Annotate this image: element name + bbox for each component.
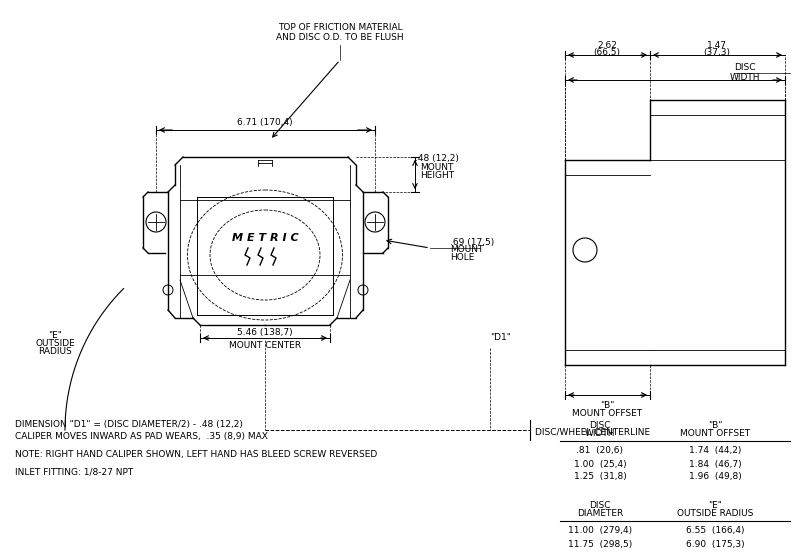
Text: MOUNT OFFSET: MOUNT OFFSET xyxy=(572,410,642,418)
Text: 11.75  (298,5): 11.75 (298,5) xyxy=(568,539,632,549)
Text: .81  (20,6): .81 (20,6) xyxy=(577,447,623,455)
Text: MOUNT CENTER: MOUNT CENTER xyxy=(229,342,301,351)
Text: 1.25  (31,8): 1.25 (31,8) xyxy=(574,473,626,481)
Text: OUTSIDE: OUTSIDE xyxy=(35,338,75,348)
Text: CALIPER MOVES INWARD AS PAD WEARS,  .35 (8,9) MAX: CALIPER MOVES INWARD AS PAD WEARS, .35 (… xyxy=(15,432,268,440)
Text: AND DISC O.D. TO BE FLUSH: AND DISC O.D. TO BE FLUSH xyxy=(276,34,404,43)
Text: 1.47: 1.47 xyxy=(707,40,727,50)
Text: (66,5): (66,5) xyxy=(594,49,621,57)
Text: 2.62: 2.62 xyxy=(597,40,617,50)
Text: INLET FITTING: 1/8-27 NPT: INLET FITTING: 1/8-27 NPT xyxy=(15,468,134,476)
Text: 11.00  (279,4): 11.00 (279,4) xyxy=(568,527,632,535)
Text: OUTSIDE RADIUS: OUTSIDE RADIUS xyxy=(677,509,753,518)
Text: "B": "B" xyxy=(708,421,722,429)
Text: "E": "E" xyxy=(48,331,62,339)
Text: MOUNT: MOUNT xyxy=(420,162,454,172)
Text: MOUNT: MOUNT xyxy=(450,246,483,254)
Text: 1.00  (25,4): 1.00 (25,4) xyxy=(574,459,626,469)
Text: 6.55  (166,4): 6.55 (166,4) xyxy=(686,527,744,535)
Text: HEIGHT: HEIGHT xyxy=(420,171,454,179)
Text: 1.96  (49,8): 1.96 (49,8) xyxy=(689,473,742,481)
Text: DISC: DISC xyxy=(590,421,610,429)
Text: 5.46 (138,7): 5.46 (138,7) xyxy=(237,327,293,337)
Text: MOUNT OFFSET: MOUNT OFFSET xyxy=(680,429,750,438)
Text: TOP OF FRICTION MATERIAL: TOP OF FRICTION MATERIAL xyxy=(278,24,402,33)
Text: 6.71 (170,4): 6.71 (170,4) xyxy=(237,118,293,126)
Text: 1.84  (46,7): 1.84 (46,7) xyxy=(689,459,742,469)
Text: DISC/WHEEL CENTERLINE: DISC/WHEEL CENTERLINE xyxy=(535,427,650,437)
Text: 6.90  (175,3): 6.90 (175,3) xyxy=(686,539,744,549)
Text: DISC: DISC xyxy=(734,63,756,72)
Text: DIAMETER: DIAMETER xyxy=(577,509,623,518)
Text: "E": "E" xyxy=(708,501,722,509)
Text: 1.74  (44,2): 1.74 (44,2) xyxy=(689,447,741,455)
Text: M E T R I C: M E T R I C xyxy=(232,233,298,243)
Text: (37,3): (37,3) xyxy=(703,49,730,57)
Text: DISC: DISC xyxy=(590,501,610,509)
Text: RADIUS: RADIUS xyxy=(38,347,72,355)
Text: WIDTH: WIDTH xyxy=(730,72,760,82)
Text: "D1": "D1" xyxy=(490,333,511,342)
Text: "B": "B" xyxy=(600,401,614,410)
Text: .48 (12,2): .48 (12,2) xyxy=(415,155,459,163)
Text: NOTE: RIGHT HAND CALIPER SHOWN, LEFT HAND HAS BLEED SCREW REVERSED: NOTE: RIGHT HAND CALIPER SHOWN, LEFT HAN… xyxy=(15,450,378,459)
Text: WIDTH: WIDTH xyxy=(585,429,615,438)
Text: DIMENSION "D1" = (DISC DIAMETER/2) - .48 (12,2): DIMENSION "D1" = (DISC DIAMETER/2) - .48… xyxy=(15,421,243,429)
Text: .69 (17,5): .69 (17,5) xyxy=(450,237,494,247)
Text: HOLE: HOLE xyxy=(450,253,474,263)
